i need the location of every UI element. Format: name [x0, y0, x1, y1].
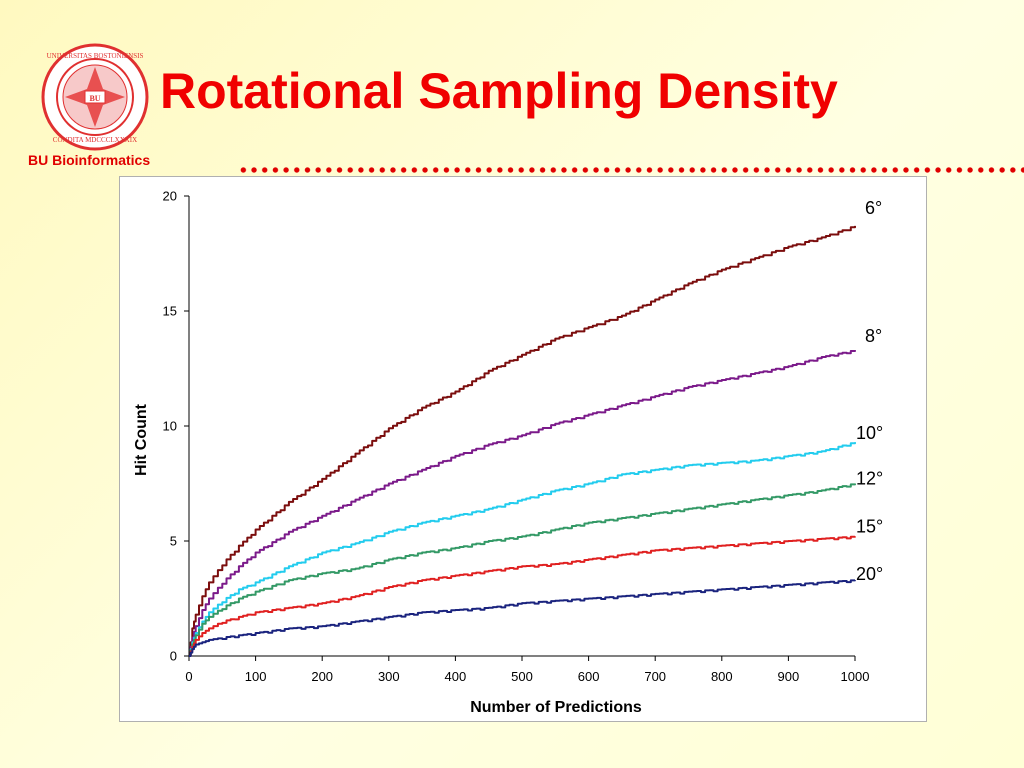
chart-container: 0 5 10 15 20 0 100 200 300 400 500 600 700 800 900 1000… — [119, 176, 927, 722]
x-tick-label: 400 — [445, 669, 467, 684]
series-label: 20° — [856, 564, 883, 584]
series-line — [189, 350, 856, 657]
x-tick-label: 600 — [578, 669, 600, 684]
x-tick-label: 200 — [311, 669, 333, 684]
x-tick-label: 300 — [378, 669, 400, 684]
dotted-divider — [238, 165, 1024, 175]
seal-text-bottom: CONDITA MDCCCLXXXIX — [53, 136, 137, 144]
y-tick-label: 0 — [170, 649, 177, 664]
x-tick-label: 900 — [778, 669, 800, 684]
series-label: 12° — [856, 469, 883, 489]
x-tick-label: 500 — [511, 669, 533, 684]
organization-label: BU Bioinformatics — [28, 152, 151, 168]
page-title: Rotational Sampling Density — [160, 63, 838, 119]
y-axis-title: Hit Count — [133, 403, 150, 476]
y-tick-label: 5 — [170, 534, 177, 549]
series-label: 8° — [865, 326, 882, 346]
x-tick-label: 800 — [711, 669, 733, 684]
y-tick-label: 15 — [163, 304, 177, 319]
x-tick-label: 700 — [644, 669, 666, 684]
series-line — [189, 483, 856, 657]
x-axis-title: Number of Predictions — [470, 699, 642, 716]
y-tick-label: 10 — [163, 419, 177, 434]
series-label: 10° — [856, 423, 883, 443]
x-tick-label: 1000 — [841, 669, 870, 684]
seal-monogram: BU — [89, 94, 100, 103]
series-label: 15° — [856, 516, 883, 536]
series-label: 6° — [865, 198, 882, 218]
x-tick-label: 0 — [185, 669, 192, 684]
series-line — [189, 579, 856, 657]
series-line — [189, 442, 856, 657]
university-seal-logo: BU UNIVERSITAS BOSTONIENSIS CONDITA MDCC… — [41, 43, 149, 151]
x-tick-label: 100 — [245, 669, 267, 684]
seal-text: UNIVERSITAS BOSTONIENSIS — [47, 52, 144, 60]
series-line — [189, 225, 856, 657]
series-line — [189, 535, 856, 657]
y-tick-label: 20 — [163, 189, 177, 204]
